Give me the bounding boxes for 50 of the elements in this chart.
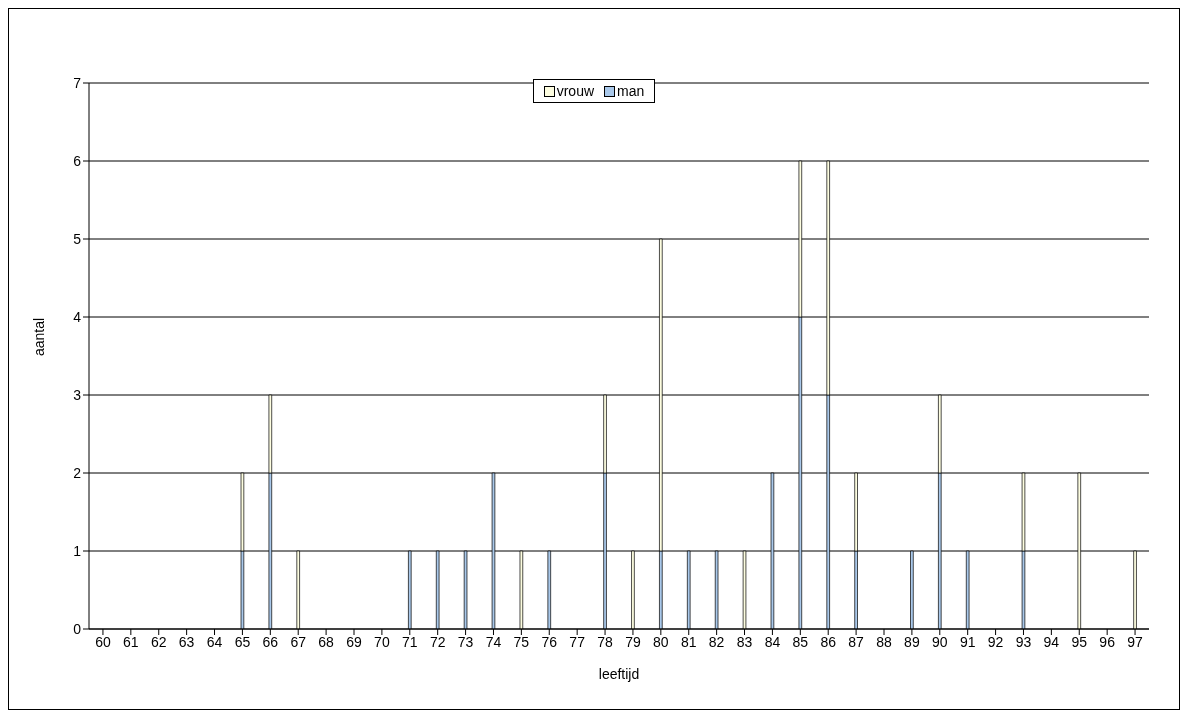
x-tick-label: 86 (820, 633, 837, 650)
x-tick-label: 90 (932, 633, 948, 650)
x-tick-label: 94 (1043, 633, 1060, 650)
x-tick-label: 60 (95, 633, 111, 650)
legend-label: man (616, 83, 645, 99)
x-tick-label: 69 (346, 633, 362, 650)
x-tick-label: 91 (959, 633, 976, 650)
x-tick-label: 67 (290, 633, 307, 650)
y-tick-label: 7 (73, 74, 82, 91)
x-tick-label: 66 (262, 633, 279, 650)
x-tick-label: 72 (429, 633, 446, 650)
x-tick-label: 92 (987, 633, 1004, 650)
x-tick-label: 64 (206, 633, 223, 650)
x-tick-label: 96 (1099, 633, 1116, 650)
x-tick-label: 93 (1015, 633, 1032, 650)
x-tick-label: 97 (1127, 633, 1144, 650)
x-tick-label: 65 (234, 633, 251, 650)
x-tick-label: 62 (150, 633, 167, 650)
legend-label: vrouw (555, 83, 595, 99)
x-tick-label: 82 (708, 633, 725, 650)
y-tick-label: 0 (73, 620, 82, 637)
x-tick-label: 88 (876, 633, 892, 650)
x-tick-label: 85 (792, 633, 809, 650)
y-tick-label: 5 (73, 230, 82, 247)
x-tick-label: 89 (904, 633, 920, 650)
x-tick-label: 78 (597, 633, 614, 650)
y-axis-title: aantal (30, 317, 47, 356)
x-tick-label: 68 (318, 633, 335, 650)
x-tick-label: 74 (485, 633, 502, 650)
x-tick-label: 95 (1071, 633, 1088, 650)
x-tick-label: 81 (680, 633, 697, 650)
x-tick-label: 61 (123, 633, 139, 650)
x-tick-label: 63 (178, 633, 195, 650)
y-tick-label: 3 (73, 386, 82, 403)
x-tick-label: 76 (541, 633, 558, 650)
y-tick-label: 4 (73, 308, 82, 325)
x-tick-label: 83 (736, 633, 753, 650)
x-tick-label: 70 (374, 633, 390, 650)
x-tick-label: 80 (653, 633, 669, 650)
x-tick-label: 77 (569, 633, 586, 650)
x-tick-label: 71 (402, 633, 418, 650)
y-tick-label: 1 (73, 542, 82, 559)
x-tick-label: 73 (457, 633, 474, 650)
x-axis-title: leeftijd (598, 666, 640, 682)
y-tick-label: 2 (73, 464, 82, 481)
x-tick-label: 79 (625, 633, 641, 650)
y-tick-label: 6 (73, 152, 82, 169)
x-tick-label: 87 (848, 633, 865, 650)
x-tick-label: 84 (764, 633, 781, 650)
x-tick-label: 75 (513, 633, 530, 650)
